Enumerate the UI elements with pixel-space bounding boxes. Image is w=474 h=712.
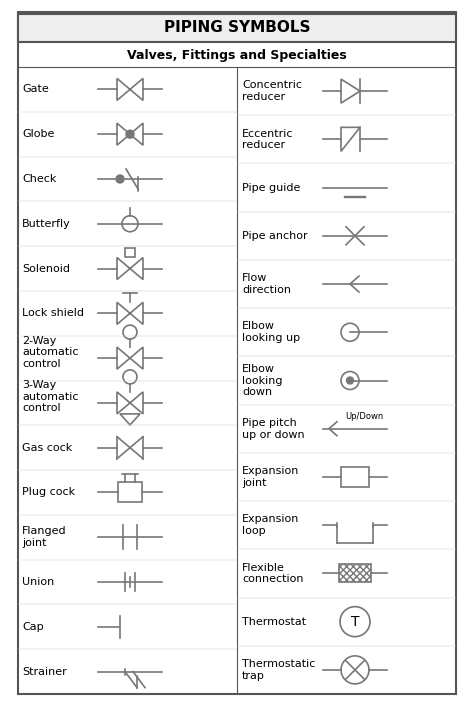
Text: Globe: Globe xyxy=(22,129,55,139)
Text: Up/Down: Up/Down xyxy=(345,412,383,422)
Text: PIPING SYMBOLS: PIPING SYMBOLS xyxy=(164,21,310,36)
Text: Cap: Cap xyxy=(22,622,44,632)
Bar xyxy=(341,467,369,487)
Text: 2-Way
automatic
control: 2-Way automatic control xyxy=(22,335,79,369)
Circle shape xyxy=(126,130,134,138)
Bar xyxy=(339,565,371,582)
Text: Butterfly: Butterfly xyxy=(22,219,71,229)
Text: T: T xyxy=(351,614,359,629)
Text: Eccentric
reducer: Eccentric reducer xyxy=(242,129,293,150)
Text: Gas cock: Gas cock xyxy=(22,443,72,453)
Text: Flexible
connection: Flexible connection xyxy=(242,562,303,585)
Text: Pipe guide: Pipe guide xyxy=(242,182,301,192)
Text: Thermostat: Thermostat xyxy=(242,617,306,627)
Text: Union: Union xyxy=(22,577,54,587)
Text: Expansion
joint: Expansion joint xyxy=(242,466,300,488)
Text: Elbow
looking
down: Elbow looking down xyxy=(242,364,283,397)
Text: Valves, Fittings and Specialties: Valves, Fittings and Specialties xyxy=(127,50,347,63)
Text: Lock shield: Lock shield xyxy=(22,308,84,318)
Text: Pipe anchor: Pipe anchor xyxy=(242,231,308,241)
Text: Flow
direction: Flow direction xyxy=(242,273,291,295)
Text: Thermostatic
trap: Thermostatic trap xyxy=(242,659,315,681)
Text: Strainer: Strainer xyxy=(22,666,67,676)
Text: Check: Check xyxy=(22,174,56,184)
Text: Solenoid: Solenoid xyxy=(22,263,70,273)
Text: Plug cock: Plug cock xyxy=(22,488,75,498)
Text: Expansion
loop: Expansion loop xyxy=(242,514,300,536)
Text: Gate: Gate xyxy=(22,85,49,95)
Text: Elbow
looking up: Elbow looking up xyxy=(242,322,300,343)
Circle shape xyxy=(116,175,124,183)
Text: 3-Way
automatic
control: 3-Way automatic control xyxy=(22,380,79,414)
Circle shape xyxy=(346,377,354,384)
Text: Concentric
reducer: Concentric reducer xyxy=(242,80,302,102)
Text: Pipe pitch
up or down: Pipe pitch up or down xyxy=(242,418,305,439)
Bar xyxy=(18,14,456,42)
Text: Flanged
joint: Flanged joint xyxy=(22,526,67,548)
Bar xyxy=(125,248,135,256)
